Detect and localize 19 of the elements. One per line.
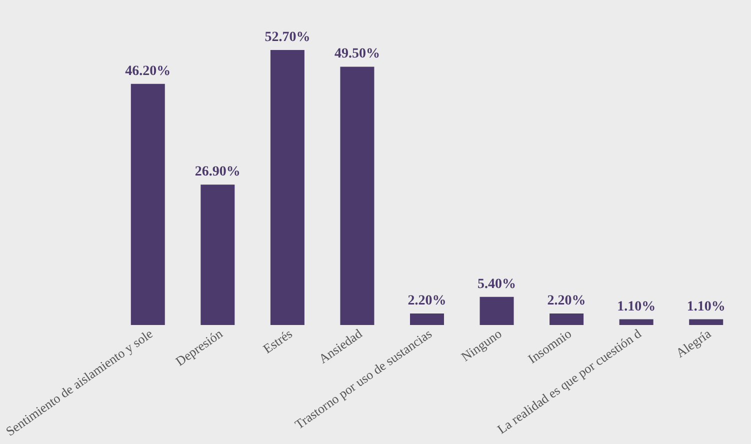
data-label: 5.40% [478,276,516,292]
bar [340,66,374,325]
data-label: 1.10% [617,299,656,314]
bar [550,314,584,325]
x-tick-label: Estrés [260,326,295,356]
data-label: 1.10% [686,299,726,314]
data-label: 52.70% [264,30,310,45]
bar [200,184,235,325]
bar [619,319,654,325]
data-label: 49.50% [334,46,380,62]
data-label: 2.20% [547,294,586,309]
bar [130,84,165,325]
data-label: 26.90% [194,164,240,180]
bar [410,314,444,325]
data-label: 2.20% [408,294,446,309]
bar [689,319,724,325]
bar [480,296,514,325]
data-label: 46.20% [125,64,171,79]
bar [270,50,304,325]
